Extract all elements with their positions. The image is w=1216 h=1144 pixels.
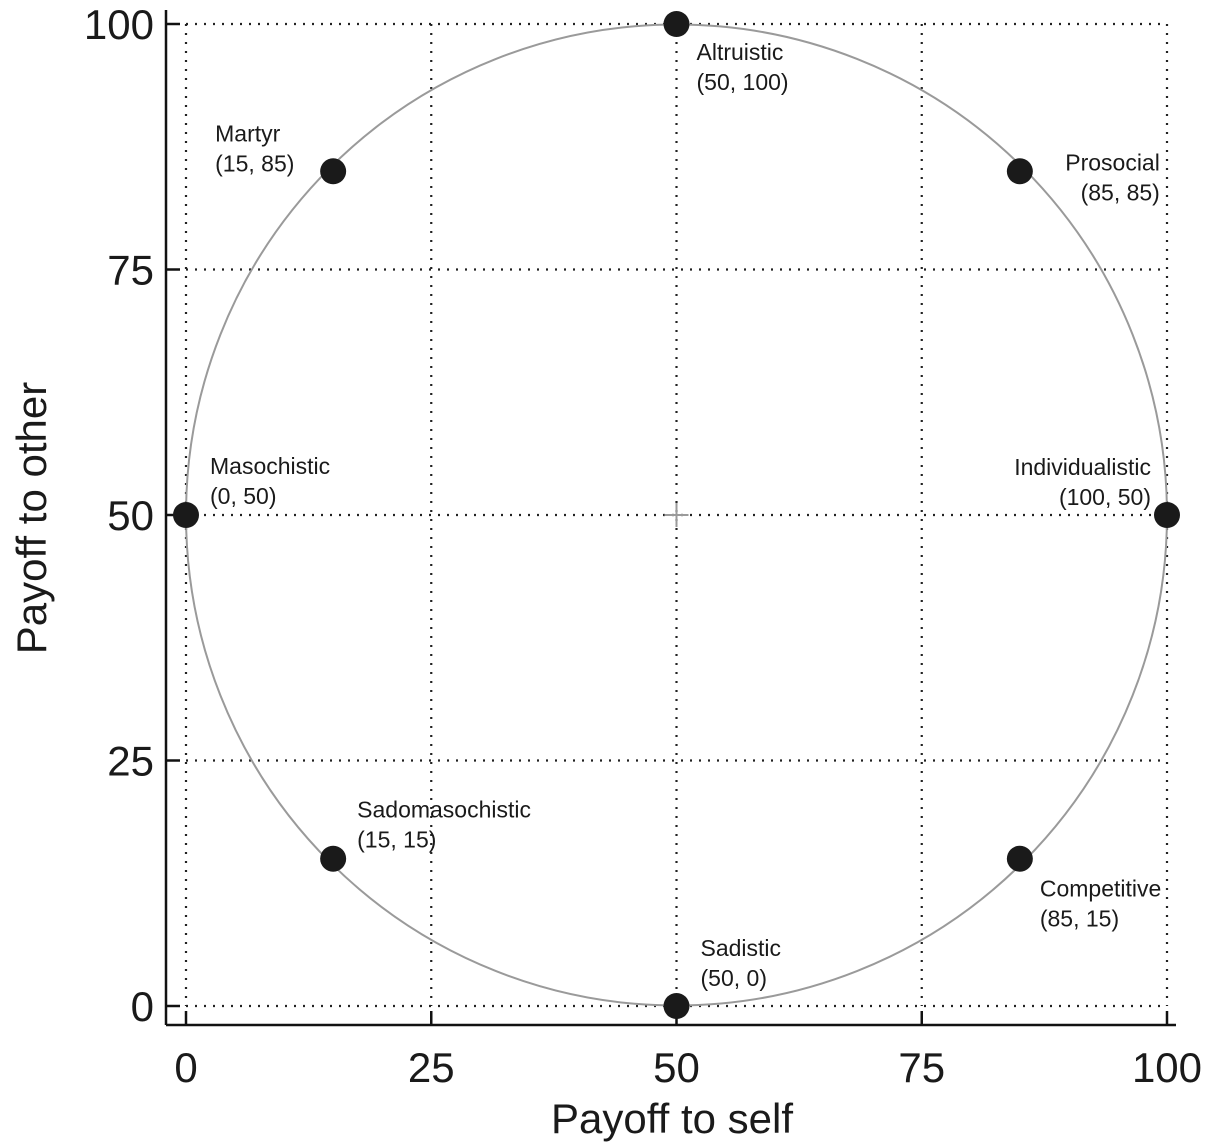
point-label-coords: (50, 100) [697, 69, 789, 95]
x-tick-label: 50 [653, 1044, 700, 1091]
data-point [1154, 502, 1180, 528]
point-label-coords: (15, 15) [357, 827, 436, 853]
point-label-coords: (50, 0) [701, 965, 767, 991]
y-tick-label: 0 [131, 983, 154, 1030]
x-tick-label: 75 [898, 1044, 945, 1091]
x-tick-labels: 0 25 50 75 100 [174, 1044, 1202, 1091]
x-tick-label: 0 [174, 1044, 197, 1091]
point-label-name: Altruistic [697, 39, 784, 65]
point-label-coords: (100, 50) [1059, 484, 1151, 510]
grid [184, 22, 1169, 1008]
x-axis-title: Payoff to self [551, 1095, 793, 1142]
x-tick-label: 25 [408, 1044, 455, 1091]
y-axis-title: Payoff to other [8, 382, 55, 654]
point-label-coords: (0, 50) [210, 483, 276, 509]
point-label-name: Martyr [215, 120, 281, 146]
point-label-coords: (15, 85) [215, 150, 294, 176]
data-point [320, 845, 347, 872]
data-point [1006, 158, 1033, 185]
y-tick-label: 50 [107, 492, 154, 539]
data-point [663, 993, 690, 1019]
point-label-name: Masochistic [210, 453, 330, 479]
point-label-name: Prosocial [1065, 149, 1160, 175]
point-label-coords: (85, 15) [1040, 906, 1119, 932]
y-tick-label: 25 [107, 738, 154, 785]
data-point [1006, 845, 1033, 872]
point-labels: Altruistic (50, 100) Prosocial (85, 85) Indi… [210, 39, 1161, 991]
data-point [663, 11, 690, 37]
center-marker [664, 503, 689, 527]
data-point [320, 158, 347, 185]
y-tick-label: 100 [84, 1, 154, 48]
y-tick-labels: 0 25 50 75 100 [84, 1, 154, 1030]
data-points [173, 11, 1180, 1019]
point-label-name: Individualistic [1014, 454, 1151, 480]
point-label-coords: (85, 85) [1081, 179, 1160, 205]
point-label-name: Competitive [1040, 876, 1161, 902]
point-label-name: Sadistic [701, 935, 782, 961]
y-tick-label: 75 [107, 247, 154, 294]
x-tick-label: 100 [1132, 1044, 1202, 1091]
point-label-name: Sadomasochistic [357, 797, 531, 823]
data-point [173, 502, 199, 528]
